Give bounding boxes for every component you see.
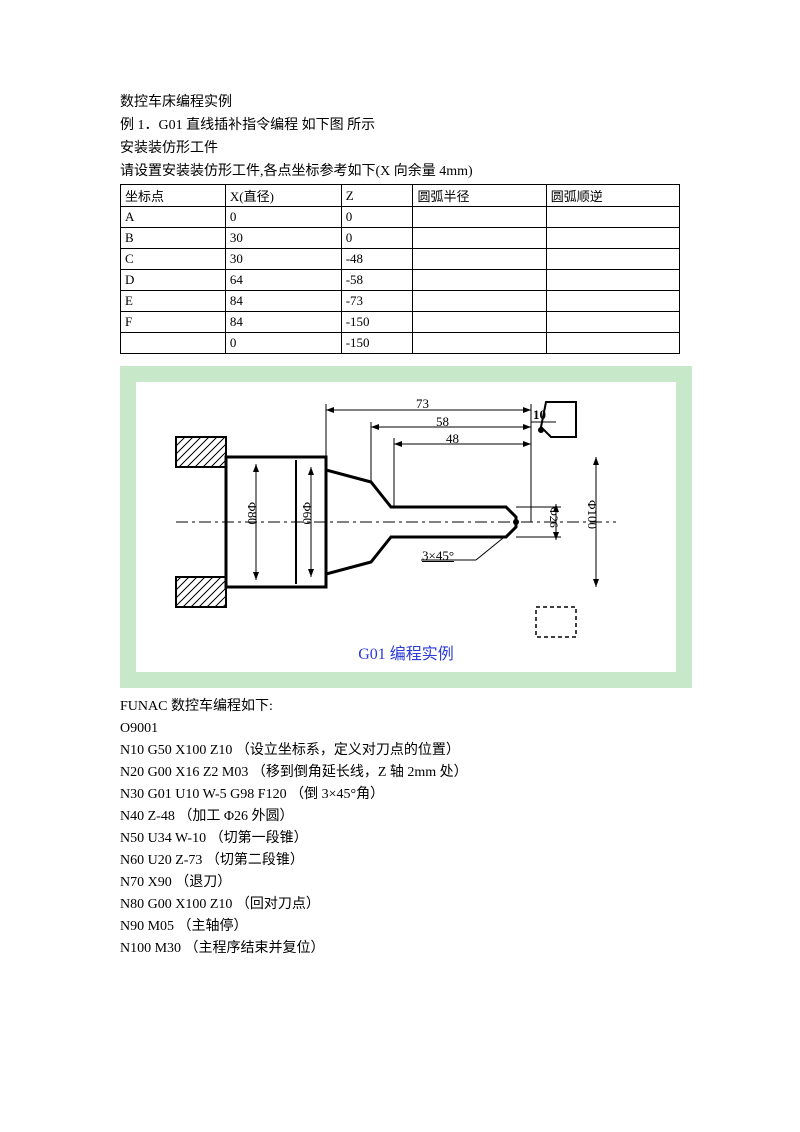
- table-header: Z: [341, 185, 413, 207]
- technical-diagram: 73 58 48 10 Φ80 Φ60 Φ26 Φ100 3×45° G01 编…: [120, 366, 692, 688]
- code-line: N40 Z-48 （加工 Φ26 外圆）: [120, 806, 680, 827]
- table-header: 圆弧顺逆: [546, 185, 679, 207]
- dim-d80: Φ80: [244, 502, 260, 525]
- code-line: N50 U34 W-10 （切第一段锥）: [120, 828, 680, 849]
- code-line: N60 U20 Z-73 （切第二段锥）: [120, 850, 680, 871]
- dim-48: 48: [446, 431, 459, 447]
- dim-d26: Φ26: [546, 507, 561, 528]
- code-line: N30 G01 U10 W-5 G98 F120 （倒 3×45°角）: [120, 784, 680, 805]
- table-row: E 84 -73: [121, 291, 680, 312]
- diagram-canvas: 73 58 48 10 Φ80 Φ60 Φ26 Φ100 3×45° G01 编…: [136, 382, 676, 672]
- code-line: N100 M30 （主程序结束并复位）: [120, 938, 680, 959]
- dim-d60: Φ60: [299, 502, 315, 525]
- table-row: A 0 0: [121, 207, 680, 228]
- code-line: N90 M05 （主轴停）: [120, 916, 680, 937]
- code-line: N80 G00 X100 Z10 （回对刀点）: [120, 894, 680, 915]
- dim-10: 10: [533, 407, 546, 423]
- cnc-code-block: FUNAC 数控车编程如下: O9001 N10 G50 X100 Z10 （设…: [120, 696, 680, 959]
- table-header-row: 坐标点 X(直径) Z 圆弧半径 圆弧顺逆: [121, 185, 680, 207]
- dim-chamfer: 3×45°: [422, 548, 454, 564]
- table-header: 圆弧半径: [413, 185, 546, 207]
- intro-line-2: 安装装仿形工件: [120, 138, 680, 159]
- table-row: 0 -150: [121, 333, 680, 354]
- table-row: F 84 -150: [121, 312, 680, 333]
- dim-73: 73: [416, 396, 429, 412]
- intro-line-3: 请设置安装装仿形工件,各点坐标参考如下(X 向余量 4mm): [120, 161, 680, 182]
- page-title: 数控车床编程实例: [120, 92, 680, 113]
- diagram-caption: G01 编程实例: [358, 640, 454, 664]
- code-line: N70 X90 （退刀）: [120, 872, 680, 893]
- table-header: 坐标点: [121, 185, 226, 207]
- dim-58: 58: [436, 414, 449, 430]
- code-line: N20 G00 X16 Z2 M03 （移到倒角延长线，Z 轴 2mm 处）: [120, 762, 680, 783]
- table-row: C 30 -48: [121, 249, 680, 270]
- code-line: N10 G50 X100 Z10 （设立坐标系，定义对刀点的位置）: [120, 740, 680, 761]
- part-drawing-svg: [136, 382, 644, 642]
- table-header: X(直径): [225, 185, 341, 207]
- code-line: O9001: [120, 718, 680, 739]
- document-page: 数控车床编程实例 例 1．G01 直线插补指令编程 如下图 所示 安装装仿形工件…: [0, 0, 800, 1000]
- table-row: D 64 -58: [121, 270, 680, 291]
- code-intro: FUNAC 数控车编程如下:: [120, 696, 680, 717]
- dim-d100: Φ100: [584, 500, 600, 529]
- coordinate-table: 坐标点 X(直径) Z 圆弧半径 圆弧顺逆 A 0 0 B 30 0 C 30 …: [120, 184, 680, 354]
- intro-line-1: 例 1．G01 直线插补指令编程 如下图 所示: [120, 115, 680, 136]
- table-row: B 30 0: [121, 228, 680, 249]
